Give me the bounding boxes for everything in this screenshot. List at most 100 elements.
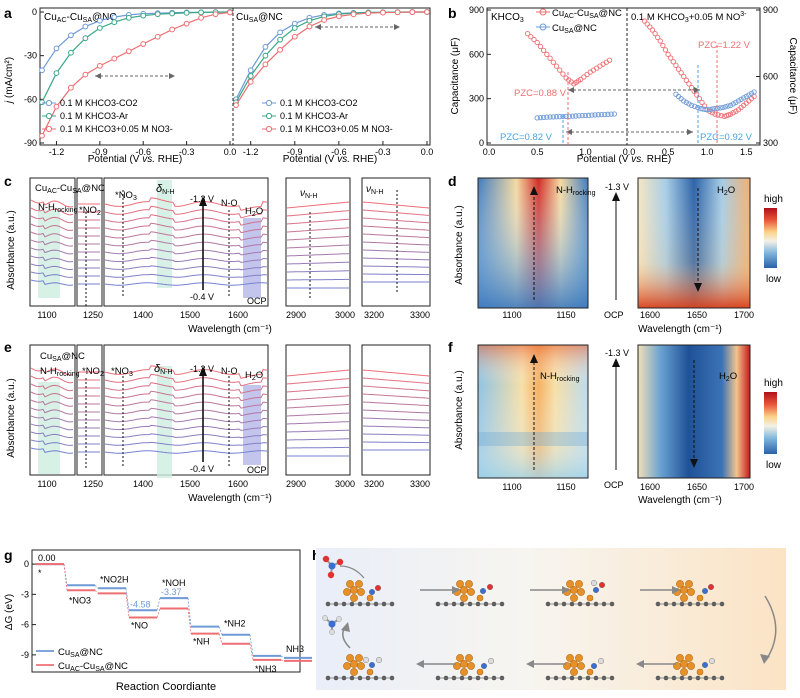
svg-text:2900: 2900	[286, 479, 306, 489]
g-blue-connector	[249, 634, 254, 656]
svg-text:1400: 1400	[133, 479, 153, 489]
a-xtick-label: -0.3	[375, 147, 391, 157]
c-spectrum-curve	[30, 271, 74, 278]
a-left-series-point	[140, 12, 147, 19]
e-spectrum-curve	[286, 378, 350, 385]
b-right-red-point	[660, 42, 666, 49]
b-ytick-left-label: 300	[469, 94, 484, 104]
g-blue-connector	[125, 588, 130, 611]
a-xtick-label: 0.0	[421, 147, 434, 157]
b-left-blue-point	[608, 111, 614, 117]
a-left-series-point	[111, 14, 118, 20]
h-copper-atom	[676, 654, 684, 662]
panel-letter-e: e	[4, 339, 12, 355]
g-y-ticks: 0 -3 -6 -9	[21, 559, 36, 660]
h-copper-atom	[366, 594, 374, 602]
a-right-series-point	[291, 33, 298, 40]
a-right-series-point	[306, 23, 313, 30]
b-right-blue-point	[681, 98, 687, 104]
h-copper-atom	[680, 660, 688, 668]
b-pzc-092: PZC=0.92 V	[700, 132, 753, 143]
h-copper-atom	[696, 668, 704, 676]
f-bottom-label: OCP	[604, 480, 624, 490]
b-right-blue-point	[688, 102, 695, 108]
d-bottom-label: OCP	[604, 310, 624, 320]
panel-letter-d: d	[448, 173, 457, 189]
b-xtick-left-label: 0.0	[483, 147, 496, 157]
svg-text:1100: 1100	[502, 482, 521, 492]
h-copper-atom	[570, 594, 578, 602]
g-red-connector	[63, 564, 68, 591]
c-spectrum-curve	[30, 199, 74, 208]
svg-text:1600: 1600	[640, 482, 660, 492]
h-adsorbate-atom	[591, 580, 598, 587]
svg-text:1700: 1700	[734, 482, 754, 492]
e-spectrum-curve	[286, 395, 350, 401]
c-title: CuAC-CuSA@NC	[35, 183, 105, 195]
h-adsorbate-atom	[480, 588, 487, 595]
e-label-h2o: H2O	[245, 370, 263, 382]
c-spectrum-curve	[362, 217, 430, 224]
c-spectrum-curve	[362, 241, 430, 246]
b-right-red-point	[718, 113, 724, 119]
c-spectrum-curve	[30, 215, 74, 224]
g-steps: * *NO3 *NO2H *NO *NOH *NH *NH2 *NH3 NH3 0.00 -4.58…	[36, 553, 312, 674]
d-top-label: -1.3 V	[605, 182, 629, 192]
b-left-red-point	[553, 63, 560, 69]
panel-c-ftir: Absorbance (a.u.) CuAC-CuSA@NC N-Hrockin…	[6, 177, 431, 335]
a-left-series-point	[96, 17, 103, 24]
e-spectrum-curve	[30, 391, 74, 399]
e-spectrum-curve	[104, 441, 268, 446]
a-xtick-label: -0.3	[179, 147, 195, 157]
a-xtick-label: -0.6	[135, 147, 151, 157]
h-copper-atom	[577, 662, 585, 670]
a-right-series-point	[380, 9, 386, 16]
e-spectrum-curve	[104, 373, 268, 387]
h-copper-atom	[685, 654, 693, 662]
b-right-blue-point	[738, 96, 744, 103]
a-right-series-point	[277, 46, 283, 53]
b-right-blue-point	[735, 98, 742, 104]
e-spectrum-curve	[104, 416, 268, 424]
h-copper-atom	[685, 580, 693, 588]
g-blue-connector	[94, 584, 99, 589]
a-xtick-label: -1.2	[243, 147, 259, 157]
e-spectrum-curve	[286, 386, 350, 393]
c-spectrum-curve	[286, 201, 350, 209]
d-colorbar-high: high	[764, 194, 783, 205]
b-right-red-point	[709, 110, 716, 116]
b-right-red-point	[715, 112, 721, 118]
h-copper-atom	[357, 662, 365, 670]
g-state-label: *NOH	[162, 578, 186, 588]
b-right-red-point	[668, 55, 674, 61]
h-copper-atom	[676, 580, 684, 588]
h-adsorbate-atom	[369, 662, 376, 669]
b-left-blue-point	[573, 113, 579, 119]
d-colorbar-low: low	[766, 274, 782, 285]
a-legend-label: 0.1 M KHCO3+0.05 M NO3-	[60, 124, 173, 134]
e-x-ticks: 1100 1250 1400 1500 1600 2900 3000 3200 3300	[37, 479, 430, 489]
h-copper-atom	[355, 580, 363, 588]
h-copper-atom	[680, 594, 688, 602]
b-pzc-088: PZC=0.88 V	[514, 88, 567, 99]
b-right-red-point	[727, 111, 734, 117]
a-left-series-point	[140, 41, 147, 47]
e-spectrum-curve	[363, 433, 429, 436]
g-blue-connector	[187, 598, 192, 627]
b-right-red-point	[644, 21, 650, 27]
svg-text:1600: 1600	[640, 310, 660, 320]
e-spectrum-curve	[30, 367, 74, 376]
h-copper-atom	[465, 580, 473, 588]
e-spectrum-curve	[30, 415, 74, 423]
c-label-h2o: H2O	[245, 206, 263, 218]
b-right-red-point	[641, 18, 648, 24]
h-copper-atom	[680, 586, 688, 594]
b-left-red-point	[528, 33, 534, 40]
b-left-blue-point	[592, 112, 598, 118]
f-x-ticks: 1100 1150 1600 1650 1700	[502, 482, 754, 492]
e-spectrum-curve	[363, 441, 429, 444]
e-spectrum-curve	[104, 450, 268, 454]
c-spectrum-curve	[362, 257, 430, 261]
e-spectrum-curve	[104, 399, 268, 409]
